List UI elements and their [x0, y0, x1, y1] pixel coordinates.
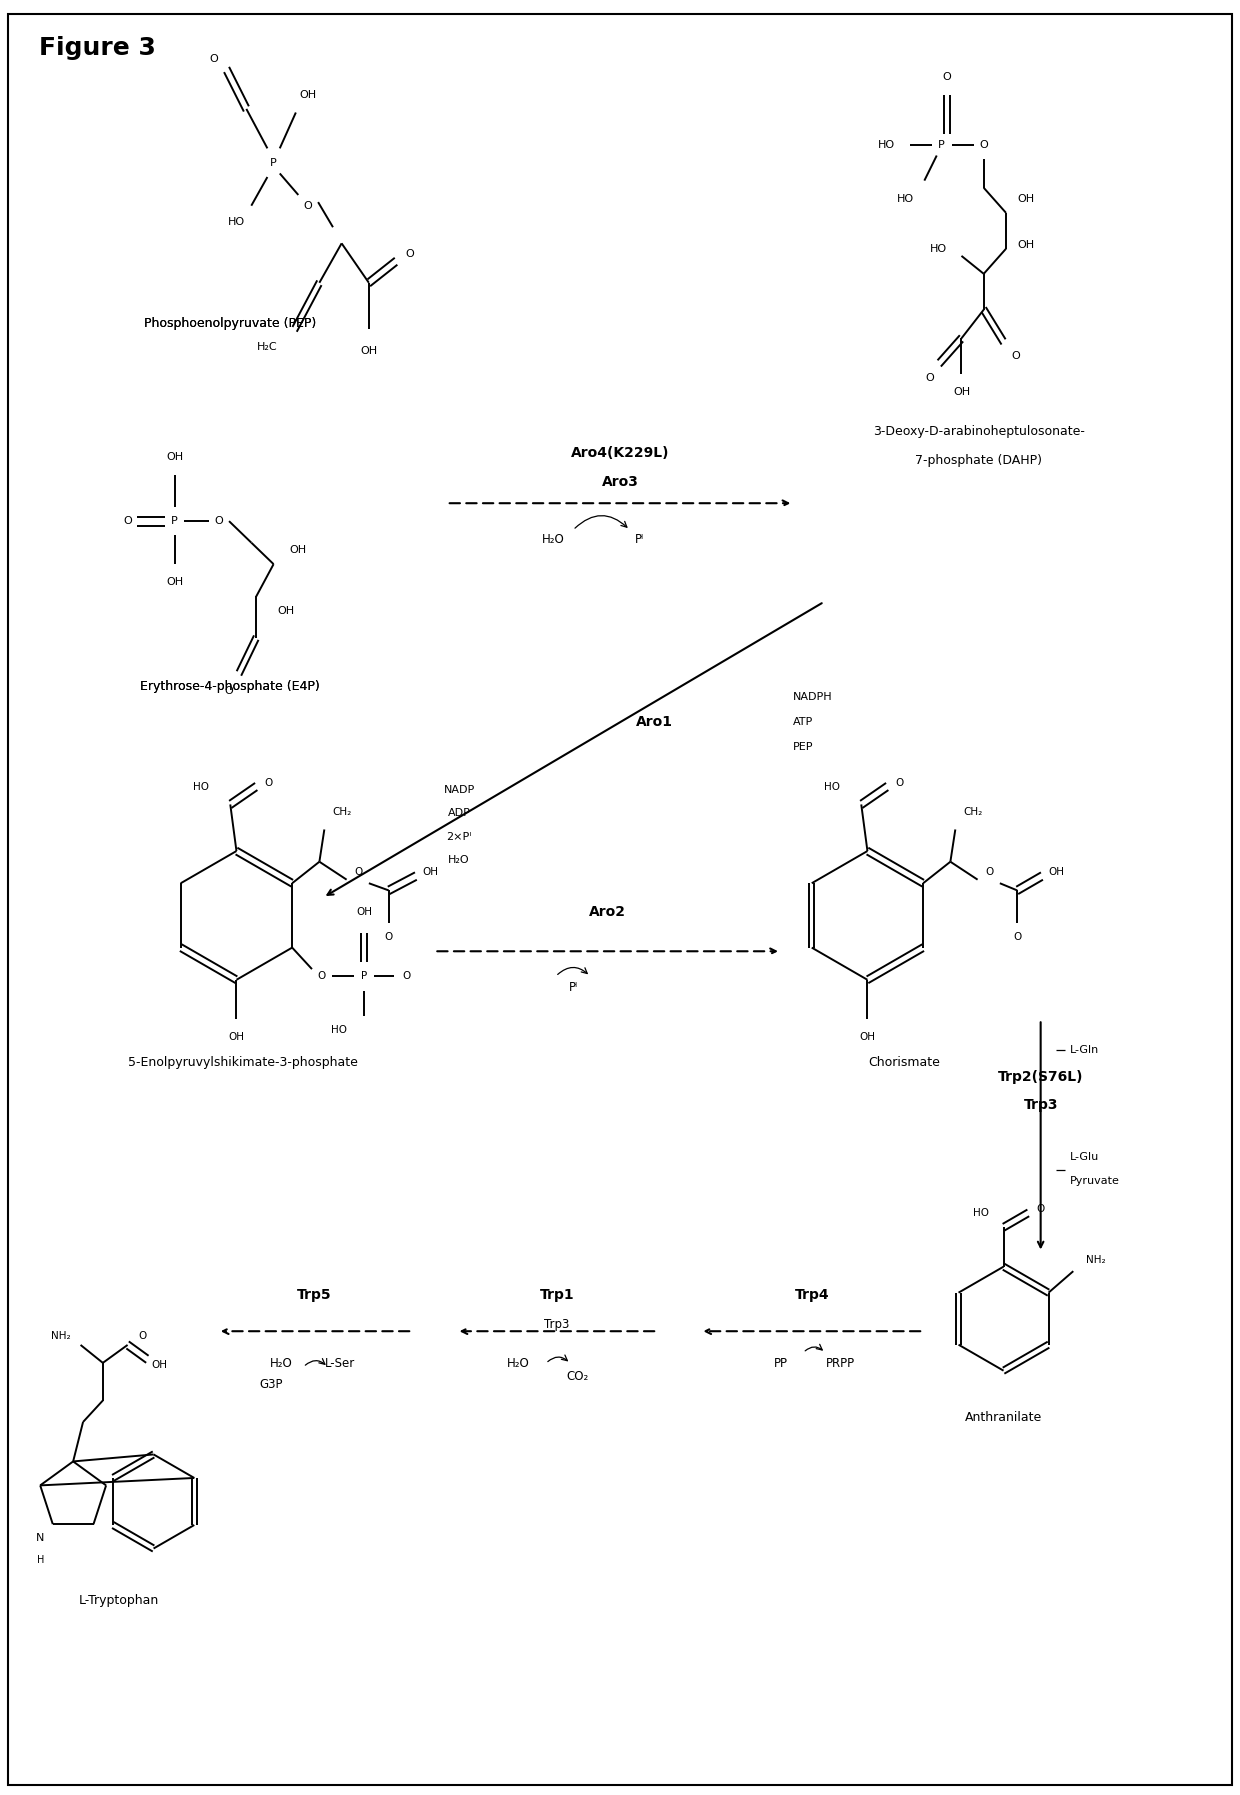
Text: O: O [405, 250, 414, 258]
Text: OH: OH [1049, 867, 1065, 878]
Text: Erythrose-4-phosphate (E4P): Erythrose-4-phosphate (E4P) [140, 680, 320, 693]
Text: P: P [171, 517, 179, 526]
Text: NH₂: NH₂ [51, 1330, 71, 1341]
Text: OH: OH [423, 867, 439, 878]
Text: O: O [925, 373, 934, 382]
Text: Trp2(S76L): Trp2(S76L) [998, 1070, 1084, 1084]
Text: 7-phosphate (DAHP): 7-phosphate (DAHP) [915, 454, 1043, 467]
Text: O: O [123, 517, 131, 526]
Text: O: O [139, 1330, 146, 1341]
Text: HO: HO [972, 1208, 988, 1217]
Text: OH: OH [361, 346, 377, 355]
Text: Chorismate: Chorismate [869, 1055, 940, 1068]
Text: Trp3: Trp3 [544, 1318, 569, 1330]
Text: Trp4: Trp4 [795, 1289, 830, 1303]
Text: Pᴵ: Pᴵ [635, 533, 645, 546]
Text: O: O [942, 72, 951, 81]
Text: OH: OH [356, 906, 372, 917]
Text: O: O [402, 971, 410, 982]
Text: HO: HO [930, 244, 946, 253]
Text: O: O [210, 54, 218, 65]
Text: Aro3: Aro3 [601, 474, 639, 488]
Text: OH: OH [952, 388, 970, 397]
Text: OH: OH [290, 546, 306, 555]
Text: O: O [986, 867, 994, 878]
Text: Aro1: Aro1 [636, 714, 673, 729]
Text: ATP: ATP [794, 716, 813, 727]
Text: NADP: NADP [444, 784, 475, 795]
Text: HO: HO [331, 1025, 347, 1036]
Text: NADPH: NADPH [794, 691, 833, 702]
Text: O: O [317, 971, 326, 982]
Text: O: O [980, 140, 988, 149]
Text: Erythrose-4-phosphate (E4P): Erythrose-4-phosphate (E4P) [140, 680, 320, 693]
Text: Aro4(K229L): Aro4(K229L) [570, 445, 670, 460]
Text: OH: OH [151, 1359, 167, 1370]
Text: OH: OH [166, 576, 184, 587]
Text: O: O [895, 777, 904, 788]
Text: L-Tryptophan: L-Tryptophan [79, 1594, 159, 1607]
Text: Phosphoenolpyruvate (PEP): Phosphoenolpyruvate (PEP) [144, 318, 316, 330]
Text: CO₂: CO₂ [567, 1370, 589, 1382]
Text: OH: OH [278, 605, 295, 616]
Text: Phosphoenolpyruvate (PEP): Phosphoenolpyruvate (PEP) [144, 318, 316, 330]
Text: HO: HO [193, 781, 210, 792]
Text: O: O [1013, 932, 1022, 942]
Text: OH: OH [166, 452, 184, 461]
Text: CH₂: CH₂ [332, 806, 351, 817]
Text: H: H [37, 1554, 45, 1565]
Text: P: P [270, 158, 277, 167]
Text: OH: OH [228, 1032, 244, 1043]
Text: H₂O: H₂O [542, 533, 564, 546]
Text: P: P [361, 971, 367, 982]
Text: P: P [939, 140, 945, 149]
Text: ADP: ADP [448, 808, 471, 819]
Text: Pᴵ: Pᴵ [568, 980, 578, 994]
Text: O: O [384, 932, 393, 942]
Text: OH: OH [1017, 241, 1034, 250]
Text: O: O [1012, 352, 1021, 361]
Text: O: O [264, 777, 273, 788]
Text: Trp3: Trp3 [1023, 1099, 1058, 1113]
Text: PRPP: PRPP [826, 1357, 854, 1370]
Text: HO: HO [878, 140, 895, 149]
Text: 2×Pᴵ: 2×Pᴵ [446, 831, 472, 842]
Text: OH: OH [859, 1032, 875, 1043]
Text: H₂O: H₂O [449, 854, 470, 865]
Text: G3P: G3P [259, 1379, 283, 1391]
Text: O: O [304, 201, 312, 210]
Text: L-Ser: L-Ser [325, 1357, 356, 1370]
Text: Figure 3: Figure 3 [38, 36, 155, 59]
Text: HO: HO [898, 194, 914, 203]
Text: O: O [215, 517, 223, 526]
Text: Anthranilate: Anthranilate [965, 1411, 1042, 1423]
Text: CH₂: CH₂ [963, 806, 982, 817]
Text: 3-Deoxy-D-arabinoheptulosonate-: 3-Deoxy-D-arabinoheptulosonate- [873, 425, 1085, 438]
Text: O: O [355, 867, 363, 878]
Text: L-Gln: L-Gln [1070, 1045, 1100, 1055]
Text: Trp5: Trp5 [298, 1289, 332, 1303]
Text: OH: OH [300, 90, 316, 99]
Text: L-Glu: L-Glu [1070, 1152, 1100, 1163]
Text: Pyruvate: Pyruvate [1070, 1176, 1120, 1186]
Text: Aro2: Aro2 [589, 905, 626, 919]
Text: NH₂: NH₂ [1086, 1255, 1105, 1265]
Text: HO: HO [228, 217, 246, 226]
Text: OH: OH [1017, 194, 1034, 203]
Text: PEP: PEP [794, 741, 813, 752]
Text: H₂O: H₂O [269, 1357, 293, 1370]
Text: HO: HO [825, 781, 841, 792]
Text: H₂O: H₂O [507, 1357, 529, 1370]
Text: O: O [224, 686, 233, 696]
Text: Trp1: Trp1 [539, 1289, 574, 1303]
Text: O: O [1037, 1204, 1045, 1215]
Text: H₂C: H₂C [257, 343, 278, 352]
Text: N: N [36, 1533, 45, 1544]
Text: 5-Enolpyruvylshikimate-3-phosphate: 5-Enolpyruvylshikimate-3-phosphate [128, 1055, 357, 1068]
Text: PP: PP [774, 1357, 787, 1370]
